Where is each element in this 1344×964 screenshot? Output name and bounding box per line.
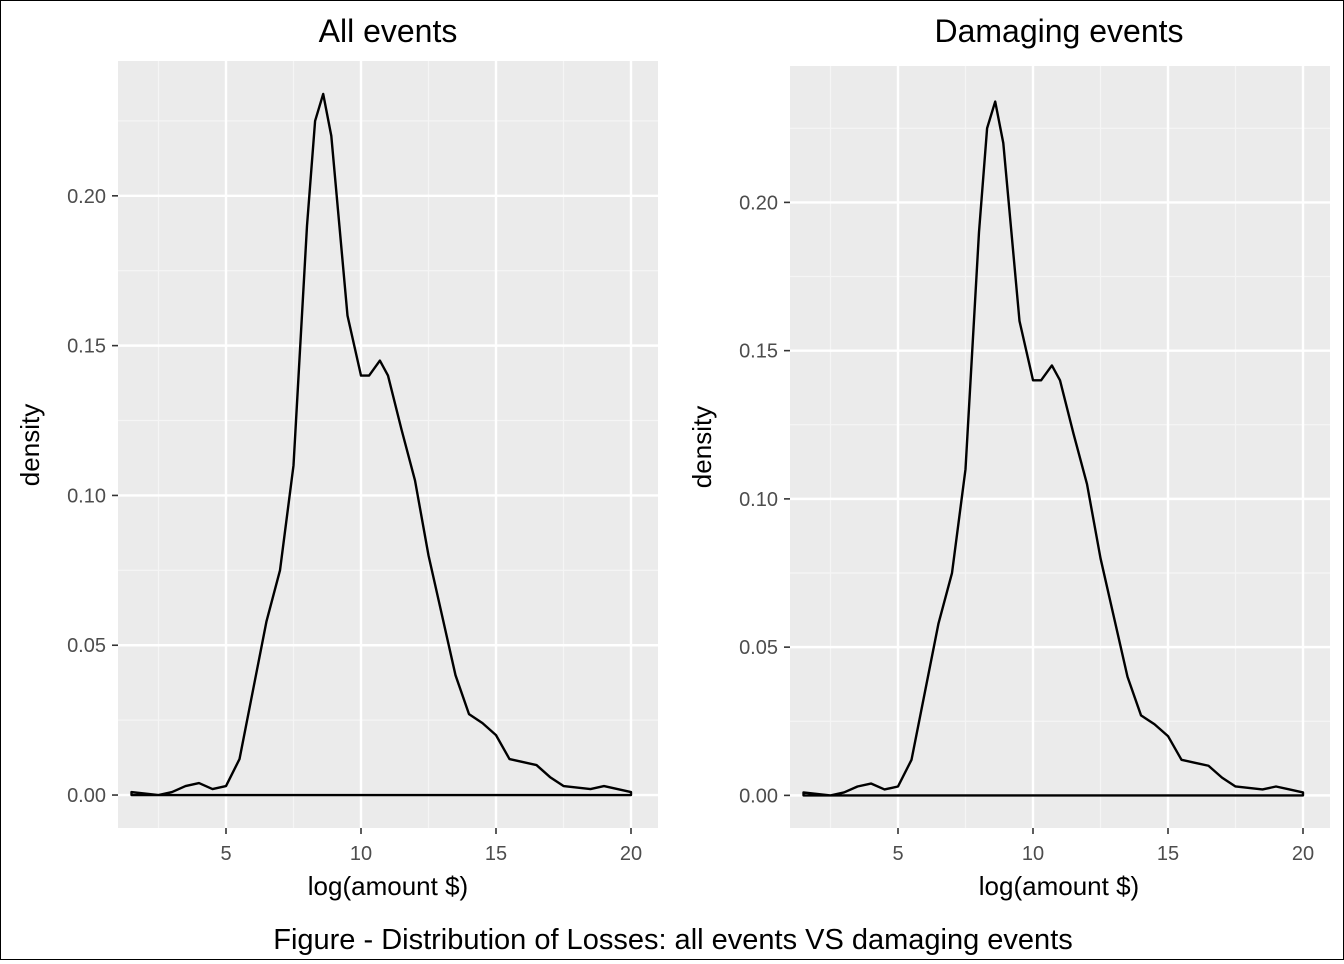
x-tick-label: 5: [892, 843, 903, 865]
x-tick-label: 10: [350, 843, 372, 865]
minor-gridlines: [118, 61, 658, 828]
x-axis-title: log(amount $): [308, 871, 468, 901]
y-tick-label: 0.15: [739, 341, 778, 363]
panel-title-damaging-events: Damaging events: [934, 13, 1183, 49]
y-axis-title: density: [15, 404, 45, 486]
panel-damaging-events: Damaging events 5 10 15 20 0.00 0.05 0.10 0.15…: [687, 13, 1330, 901]
density-curve: [130, 92, 633, 797]
x-axis-ticks: 5 10 15 20: [892, 828, 1314, 865]
x-tick-label: 10: [1022, 843, 1044, 865]
y-tick-label: 0.20: [739, 192, 778, 214]
x-tick-label: 15: [1157, 843, 1179, 865]
y-tick-label: 0.10: [67, 485, 106, 507]
y-axis-title: density: [687, 406, 717, 488]
figure-caption: Figure - Distribution of Losses: all eve…: [273, 924, 1073, 956]
y-axis-ticks: 0.00 0.05 0.10 0.15 0.20: [67, 186, 118, 807]
x-tick-label: 15: [485, 843, 507, 865]
y-tick-label: 0.00: [739, 785, 778, 807]
minor-gridlines: [790, 66, 1330, 828]
y-tick-label: 0.20: [67, 186, 106, 208]
panel-title-all-events: All events: [319, 13, 458, 49]
y-tick-label: 0.00: [67, 785, 106, 807]
x-tick-label: 20: [1292, 843, 1314, 865]
x-tick-label: 20: [620, 843, 642, 865]
x-axis-title: log(amount $): [979, 871, 1139, 901]
y-tick-label: 0.05: [67, 635, 106, 657]
density-curve-group: [802, 100, 1305, 797]
y-tick-label: 0.15: [67, 336, 106, 358]
x-tick-label: 5: [220, 843, 231, 865]
plot-background: [118, 61, 658, 828]
density-curve: [802, 100, 1305, 797]
y-tick-label: 0.05: [739, 637, 778, 659]
panel-all-events: All events 5 10 15 20 0.000.050.100.150.20 …: [15, 13, 658, 901]
y-tick-label: 0.10: [739, 489, 778, 511]
density-curve-group: [130, 92, 633, 797]
x-axis-ticks: 5 10 15 20: [220, 828, 642, 865]
y-axis-ticks: 0.00 0.05 0.10 0.15 0.20: [739, 192, 790, 807]
plot-background: [790, 66, 1330, 828]
